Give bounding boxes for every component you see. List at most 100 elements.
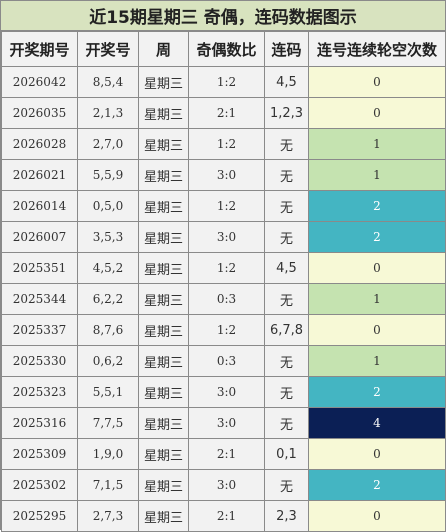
weekday-cell: 星期三 bbox=[138, 407, 189, 439]
header-weekday: 周 bbox=[138, 31, 189, 67]
ratio-cell: 1:2 bbox=[188, 128, 265, 160]
header-odd-even-ratio: 奇偶数比 bbox=[188, 31, 265, 67]
issue-cell: 2026021 bbox=[1, 159, 78, 191]
ratio-cell: 3:0 bbox=[188, 159, 265, 191]
gap-count-cell: 0 bbox=[308, 97, 446, 129]
weekday-cell: 星期三 bbox=[138, 376, 189, 408]
ratio-cell: 3:0 bbox=[188, 469, 265, 501]
consecutive-cell: 无 bbox=[264, 345, 309, 377]
ratio-cell: 0:3 bbox=[188, 283, 265, 315]
issue-cell: 2025337 bbox=[1, 314, 78, 346]
weekday-cell: 星期三 bbox=[138, 469, 189, 501]
header-consecutive: 连码 bbox=[264, 31, 309, 67]
consecutive-cell: 无 bbox=[264, 221, 309, 253]
weekday-cell: 星期三 bbox=[138, 221, 189, 253]
gap-count-cell: 0 bbox=[308, 66, 446, 98]
issue-cell: 2026007 bbox=[1, 221, 78, 253]
table-row: 2026014 0,5,0 星期三 1:2 无 2 bbox=[1, 190, 446, 222]
table-row: 2025330 0,6,2 星期三 0:3 无 1 bbox=[1, 345, 446, 377]
issue-cell: 2025302 bbox=[1, 469, 78, 501]
gap-count-cell: 2 bbox=[308, 376, 446, 408]
ratio-cell: 3:0 bbox=[188, 407, 265, 439]
numbers-cell: 1,9,0 bbox=[77, 438, 139, 470]
table-row: 2025309 1,9,0 星期三 2:1 0,1 0 bbox=[1, 438, 446, 470]
header-numbers: 开奖号 bbox=[77, 31, 139, 67]
table-row: 2026007 3,5,3 星期三 3:0 无 2 bbox=[1, 221, 446, 253]
gap-count-cell: 1 bbox=[308, 159, 446, 191]
header-row: 开奖期号 开奖号 周 奇偶数比 连码 连号连续轮空次数 bbox=[1, 31, 446, 67]
consecutive-cell: 无 bbox=[264, 469, 309, 501]
issue-cell: 2026042 bbox=[1, 66, 78, 98]
table-row: 2025337 8,7,6 星期三 1:2 6,7,8 0 bbox=[1, 314, 446, 346]
numbers-cell: 3,5,3 bbox=[77, 221, 139, 253]
numbers-cell: 2,7,3 bbox=[77, 500, 139, 532]
issue-cell: 2025316 bbox=[1, 407, 78, 439]
numbers-cell: 0,5,0 bbox=[77, 190, 139, 222]
data-table: 开奖期号 开奖号 周 奇偶数比 连码 连号连续轮空次数 2026042 8,5,4… bbox=[1, 31, 446, 532]
table-row: 2025295 2,7,3 星期三 2:1 2,3 0 bbox=[1, 500, 446, 532]
weekday-cell: 星期三 bbox=[138, 500, 189, 532]
consecutive-cell: 无 bbox=[264, 407, 309, 439]
numbers-cell: 8,7,6 bbox=[77, 314, 139, 346]
ratio-cell: 0:3 bbox=[188, 345, 265, 377]
issue-cell: 2026028 bbox=[1, 128, 78, 160]
weekday-cell: 星期三 bbox=[138, 159, 189, 191]
numbers-cell: 7,1,5 bbox=[77, 469, 139, 501]
ratio-cell: 1:2 bbox=[188, 314, 265, 346]
weekday-cell: 星期三 bbox=[138, 190, 189, 222]
numbers-cell: 5,5,1 bbox=[77, 376, 139, 408]
ratio-cell: 1:2 bbox=[188, 190, 265, 222]
table-row: 2025302 7,1,5 星期三 3:0 无 2 bbox=[1, 469, 446, 501]
ratio-cell: 3:0 bbox=[188, 376, 265, 408]
ratio-cell: 3:0 bbox=[188, 221, 265, 253]
weekday-cell: 星期三 bbox=[138, 128, 189, 160]
ratio-cell: 2:1 bbox=[188, 438, 265, 470]
table-row: 2026028 2,7,0 星期三 1:2 无 1 bbox=[1, 128, 446, 160]
gap-count-cell: 0 bbox=[308, 252, 446, 284]
gap-count-cell: 1 bbox=[308, 345, 446, 377]
table-row: 2025316 7,7,5 星期三 3:0 无 4 bbox=[1, 407, 446, 439]
consecutive-cell: 无 bbox=[264, 376, 309, 408]
issue-cell: 2025330 bbox=[1, 345, 78, 377]
consecutive-cell: 无 bbox=[264, 283, 309, 315]
weekday-cell: 星期三 bbox=[138, 314, 189, 346]
issue-cell: 2025344 bbox=[1, 283, 78, 315]
issue-cell: 2025295 bbox=[1, 500, 78, 532]
consecutive-cell: 6,7,8 bbox=[264, 314, 309, 346]
weekday-cell: 星期三 bbox=[138, 252, 189, 284]
consecutive-cell: 4,5 bbox=[264, 66, 309, 98]
table-row: 2025344 6,2,2 星期三 0:3 无 1 bbox=[1, 283, 446, 315]
gap-count-cell: 4 bbox=[308, 407, 446, 439]
issue-cell: 2026014 bbox=[1, 190, 78, 222]
consecutive-cell: 无 bbox=[264, 159, 309, 191]
weekday-cell: 星期三 bbox=[138, 345, 189, 377]
weekday-cell: 星期三 bbox=[138, 97, 189, 129]
table-row: 2026042 8,5,4 星期三 1:2 4,5 0 bbox=[1, 66, 446, 98]
page-title: 近15期星期三 奇偶，连码数据图示 bbox=[1, 1, 445, 31]
ratio-cell: 1:2 bbox=[188, 66, 265, 98]
header-gap-count: 连号连续轮空次数 bbox=[308, 31, 446, 67]
gap-count-cell: 2 bbox=[308, 469, 446, 501]
numbers-cell: 5,5,9 bbox=[77, 159, 139, 191]
gap-count-cell: 0 bbox=[308, 500, 446, 532]
table-body: 2026042 8,5,4 星期三 1:2 4,5 0 2026035 2,1,3 星期三 2:1… bbox=[1, 66, 446, 532]
issue-cell: 2025351 bbox=[1, 252, 78, 284]
table-row: 2025323 5,5,1 星期三 3:0 无 2 bbox=[1, 376, 446, 408]
issue-cell: 2025309 bbox=[1, 438, 78, 470]
table-row: 2025351 4,5,2 星期三 1:2 4,5 0 bbox=[1, 252, 446, 284]
table-row: 2026035 2,1,3 星期三 2:1 1,2,3 0 bbox=[1, 97, 446, 129]
numbers-cell: 2,7,0 bbox=[77, 128, 139, 160]
weekday-cell: 星期三 bbox=[138, 66, 189, 98]
consecutive-cell: 0,1 bbox=[264, 438, 309, 470]
numbers-cell: 4,5,2 bbox=[77, 252, 139, 284]
weekday-cell: 星期三 bbox=[138, 438, 189, 470]
consecutive-cell: 1,2,3 bbox=[264, 97, 309, 129]
consecutive-cell: 无 bbox=[264, 190, 309, 222]
ratio-cell: 2:1 bbox=[188, 97, 265, 129]
numbers-cell: 2,1,3 bbox=[77, 97, 139, 129]
gap-count-cell: 2 bbox=[308, 221, 446, 253]
numbers-cell: 7,7,5 bbox=[77, 407, 139, 439]
gap-count-cell: 2 bbox=[308, 190, 446, 222]
numbers-cell: 6,2,2 bbox=[77, 283, 139, 315]
